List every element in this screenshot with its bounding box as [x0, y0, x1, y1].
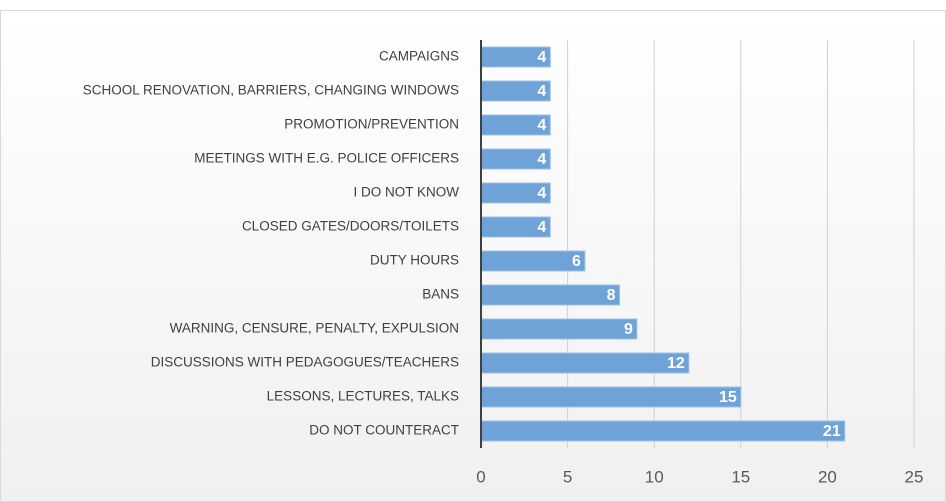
data-label: 9: [624, 321, 633, 338]
y-tick-label: CLOSED GATES/DOORS/TOILETS: [242, 219, 459, 234]
data-label: 4: [537, 185, 546, 202]
x-tick-label: 5: [563, 467, 572, 486]
data-label: 21: [823, 423, 841, 440]
y-tick-label: DO NOT COUNTERACT: [309, 423, 459, 438]
chart-background: [0, 10, 946, 502]
y-tick-label: PROMOTION/PREVENTION: [284, 117, 459, 132]
bar: [480, 420, 846, 442]
data-label: 12: [667, 355, 685, 372]
data-label: 15: [719, 389, 737, 406]
x-tick-label: 0: [476, 467, 485, 486]
bar: [480, 318, 638, 340]
y-tick-label: CAMPAIGNS: [379, 49, 459, 64]
bar: [480, 284, 621, 306]
data-label: 6: [572, 253, 581, 270]
y-tick-label: LESSONS, LECTURES, TALKS: [267, 389, 459, 404]
bar: [480, 250, 586, 272]
y-tick-label: WARNING, CENSURE, PENALTY, EXPULSION: [170, 321, 459, 336]
data-label: 4: [537, 117, 546, 134]
y-tick-label: DISCUSSIONS WITH PEDAGOGUES/TEACHERS: [151, 355, 459, 370]
data-label: 4: [537, 219, 546, 236]
data-label: 4: [537, 83, 546, 100]
data-label: 4: [537, 49, 546, 66]
y-tick-label: MEETINGS WITH E.G. POLICE OFFICERS: [194, 151, 459, 166]
y-tick-label: I DO NOT KNOW: [353, 185, 459, 200]
x-tick-label: 10: [645, 467, 664, 486]
y-tick-label: SCHOOL RENOVATION, BARRIERS, CHANGING WI…: [83, 83, 459, 98]
data-label: 4: [537, 151, 546, 168]
x-tick-label: 25: [905, 467, 924, 486]
bar: [480, 386, 742, 408]
x-tick-label: 15: [731, 467, 750, 486]
data-label: 8: [607, 287, 616, 304]
bar: [480, 352, 690, 374]
y-tick-label: BANS: [422, 287, 459, 302]
x-tick-label: 20: [818, 467, 837, 486]
y-tick-label: DUTY HOURS: [370, 253, 459, 268]
